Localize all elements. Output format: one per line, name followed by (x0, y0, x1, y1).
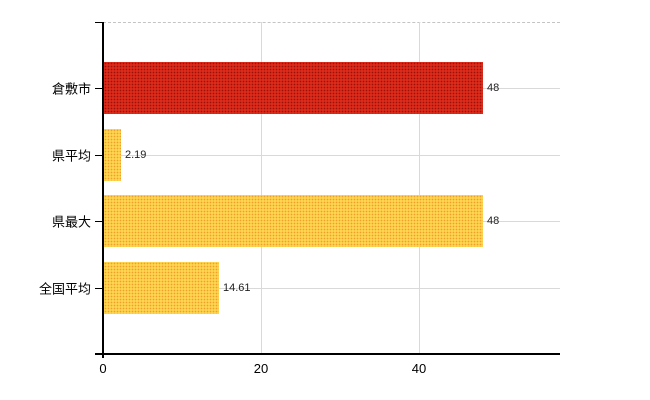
y-axis-line (102, 22, 104, 358)
category-label: 県平均 (51, 148, 91, 164)
value-label: 48 (487, 215, 500, 227)
x-tick-label: 20 (253, 361, 269, 376)
category-tick (95, 88, 102, 89)
bar[interactable] (104, 62, 483, 114)
x-tick-label: 40 (411, 361, 427, 376)
bar[interactable] (104, 129, 121, 181)
category-label: 倉敷市 (51, 81, 91, 97)
x-gridline (419, 22, 420, 353)
value-label: 14.61 (223, 282, 251, 294)
category-tick (95, 155, 102, 156)
category-tick (95, 221, 102, 222)
category-label: 全国平均 (38, 281, 91, 297)
value-label: 48 (487, 82, 500, 94)
bar[interactable] (104, 262, 219, 314)
category-tick (95, 288, 102, 289)
bar[interactable] (104, 195, 483, 247)
category-gridline (103, 288, 560, 289)
x-tick-label: 0 (99, 361, 107, 376)
top-dashed-gridline (103, 22, 560, 23)
category-gridline (103, 155, 560, 156)
category-label: 県最大 (51, 214, 91, 230)
value-label: 2.19 (125, 149, 147, 161)
x-gridline (261, 22, 262, 353)
y-axis-top-tick (95, 22, 102, 23)
x-axis-line (95, 353, 560, 355)
